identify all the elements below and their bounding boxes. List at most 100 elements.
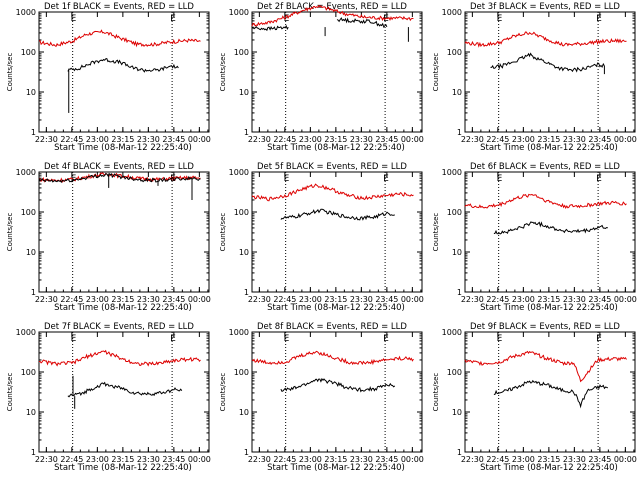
x-tick-label: 23:30: [563, 295, 586, 304]
panel-title: Det 8f BLACK = Events, RED = LLD: [257, 322, 407, 332]
event-marker-label: E: [71, 14, 77, 24]
y-tick-label: 10: [26, 248, 36, 257]
y-tick-label: 1000: [16, 328, 36, 337]
plot-frame: [251, 331, 423, 453]
x-tick-label: 22:30: [248, 295, 271, 304]
lld-series-line: [464, 350, 627, 383]
y-tick-label: 1: [31, 288, 36, 297]
y-tick-label: 10: [452, 248, 462, 257]
panel-title: Det 1f BLACK = Events, RED = LLD: [44, 2, 194, 12]
x-tick-label: 23:30: [350, 295, 373, 304]
plot-frame: [38, 11, 210, 133]
events-series-line: [280, 377, 396, 393]
x-tick-label: 23:45: [588, 295, 611, 304]
panel-3: Det 3f BLACK = Events, RED = LLD 1 10 100 10…: [432, 2, 637, 153]
event-marker-label: E: [497, 174, 503, 184]
y-tick-label: 100: [234, 368, 249, 377]
x-tick-label: 00:00: [614, 135, 637, 144]
x-tick-label: 00:00: [188, 455, 211, 464]
panel-title: Det 3f BLACK = Events, RED = LLD: [470, 2, 620, 12]
x-tick-label: 22:45: [486, 455, 509, 464]
lld-series-line: [251, 183, 414, 202]
panel-2: Det 2f BLACK = Events, RED = LLD 1 10 100 10…: [219, 2, 424, 153]
x-axis-label: Start Time (08-Mar-12 22:25:40): [480, 143, 618, 153]
panel-9: Det 9f BLACK = Events, RED = LLD 1 10 100 10…: [432, 322, 637, 473]
y-tick-label: 1000: [442, 328, 462, 337]
panel-7: Det 7f BLACK = Events, RED = LLD 1 10 100 10…: [6, 322, 211, 473]
x-tick-label: 23:15: [111, 455, 134, 464]
events-series-line: [280, 208, 396, 221]
y-tick-label: 1: [457, 288, 462, 297]
lld-series-line: [38, 349, 201, 367]
y-tick-label: 100: [447, 368, 462, 377]
panel-6: Det 6f BLACK = Events, RED = LLD 1 10 100 10…: [432, 162, 637, 313]
panel-1: Det 1f BLACK = Events, RED = LLD 1 10 100 10…: [6, 2, 211, 153]
x-tick-label: 22:45: [486, 295, 509, 304]
x-tick-label: 23:00: [512, 135, 535, 144]
y-axis-label: Counts/sec: [432, 213, 440, 252]
x-tick-label: 23:45: [162, 135, 185, 144]
panel-5: Det 5f BLACK = Events, RED = LLD 1 10 100 10…: [219, 162, 424, 313]
y-tick-label: 10: [452, 88, 462, 97]
y-tick-label: 10: [239, 88, 249, 97]
y-axis-label: Counts/sec: [432, 373, 440, 412]
x-tick-label: 00:00: [614, 455, 637, 464]
x-tick-label: 23:00: [86, 455, 109, 464]
y-tick-label: 100: [21, 208, 36, 217]
x-tick-label: 23:00: [86, 135, 109, 144]
y-tick-label: 1: [31, 448, 36, 457]
x-tick-label: 23:45: [588, 455, 611, 464]
x-tick-label: 22:30: [35, 455, 58, 464]
panel-title: Det 4f BLACK = Events, RED = LLD: [44, 162, 194, 172]
y-tick-label: 100: [447, 48, 462, 57]
events-series-line: [493, 221, 608, 235]
plot-frame: [38, 331, 210, 453]
y-tick-label: 1000: [229, 168, 249, 177]
x-tick-label: 22:45: [273, 135, 296, 144]
y-tick-label: 1000: [229, 328, 249, 337]
y-tick-label: 1: [457, 128, 462, 137]
panel-title: Det 6f BLACK = Events, RED = LLD: [470, 162, 620, 172]
event-marker-label: E: [170, 14, 176, 24]
x-tick-label: 23:30: [137, 295, 160, 304]
x-tick-label: 22:45: [486, 135, 509, 144]
panel-title: Det 5f BLACK = Events, RED = LLD: [257, 162, 407, 172]
panel-4: Det 4f BLACK = Events, RED = LLD 1 10 100 10…: [6, 162, 211, 313]
x-tick-label: 23:15: [537, 455, 560, 464]
y-tick-label: 1: [31, 128, 36, 137]
y-axis-label: Counts/sec: [432, 53, 440, 92]
y-tick-label: 10: [452, 408, 462, 417]
x-tick-label: 23:30: [350, 455, 373, 464]
x-tick-label: 23:30: [350, 135, 373, 144]
y-axis-label: Counts/sec: [6, 213, 14, 252]
event-marker-label: E: [383, 174, 389, 184]
events-series-line: [336, 17, 388, 29]
x-tick-label: 22:45: [273, 295, 296, 304]
y-tick-label: 1: [244, 128, 249, 137]
x-tick-label: 00:00: [188, 135, 211, 144]
x-tick-label: 23:00: [512, 295, 535, 304]
x-tick-label: 23:15: [537, 295, 560, 304]
x-tick-label: 22:30: [35, 295, 58, 304]
x-tick-label: 23:00: [86, 295, 109, 304]
x-tick-label: 23:45: [162, 295, 185, 304]
x-tick-label: 23:00: [512, 455, 535, 464]
events-series-line: [38, 172, 201, 184]
y-tick-label: 10: [239, 408, 249, 417]
y-tick-label: 1000: [442, 8, 462, 17]
x-axis-label: Start Time (08-Mar-12 22:25:40): [54, 463, 192, 473]
lld-series-line: [464, 31, 627, 48]
event-marker-label: E: [596, 14, 602, 24]
lld-series-line: [251, 350, 414, 366]
y-tick-label: 1: [244, 288, 249, 297]
event-marker-label: E: [284, 14, 290, 24]
lld-series-line: [464, 193, 627, 209]
x-tick-label: 22:30: [35, 135, 58, 144]
x-tick-label: 23:15: [324, 135, 347, 144]
x-tick-label: 23:15: [111, 135, 134, 144]
y-tick-label: 10: [239, 248, 249, 257]
plot-frame: [464, 331, 636, 453]
x-tick-label: 22:30: [461, 455, 484, 464]
x-tick-label: 23:45: [162, 455, 185, 464]
